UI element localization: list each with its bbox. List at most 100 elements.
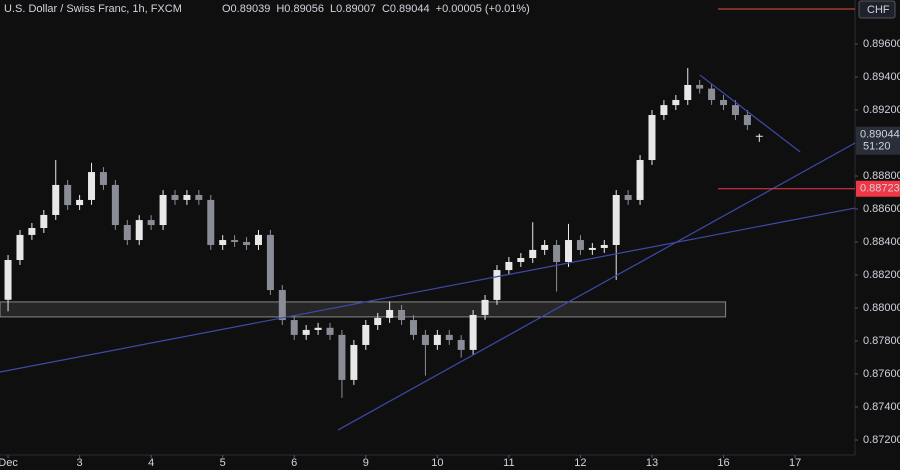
candle-body: [183, 195, 191, 200]
y-tick-label: 0.88800: [863, 170, 900, 182]
candle-body: [231, 240, 239, 243]
candle-body: [636, 160, 644, 200]
candle-body: [696, 84, 704, 89]
ohlc-value: C0.89044: [382, 3, 430, 15]
candle-body: [88, 172, 96, 200]
candle-body: [111, 184, 119, 226]
change-value: +0.00005 (+0.01%): [436, 3, 530, 15]
chart-title: U.S. Dollar / Swiss Franc, 1h, FXCM: [4, 3, 182, 15]
y-tick-label: 0.89600: [863, 38, 900, 50]
y-tick-label: 0.87800: [863, 335, 900, 347]
candle-body: [99, 172, 107, 185]
candle-body: [720, 99, 728, 106]
candle-body: [4, 260, 12, 300]
ohlc-value: L0.89007: [330, 3, 376, 15]
candle-body: [731, 105, 739, 115]
candle-body: [541, 244, 549, 250]
candle-body: [195, 195, 203, 200]
y-tick-label: 0.88400: [863, 236, 900, 248]
ohlc-value: H0.89056: [276, 3, 324, 15]
compare-box: [858, 0, 896, 19]
price-label-box: [856, 126, 900, 155]
y-tick-label: 0.87600: [863, 368, 900, 380]
candle-body: [409, 320, 417, 335]
candle-body: [362, 325, 370, 345]
candle-body: [207, 199, 215, 245]
candle-body: [445, 334, 453, 341]
trendline: [699, 74, 801, 153]
y-tick-label: 0.87400: [863, 401, 900, 413]
candle-body: [290, 320, 298, 335]
candle-body: [314, 327, 322, 330]
price-label: 0.89044: [860, 129, 900, 141]
candle-body: [302, 329, 310, 335]
candle-body: [386, 309, 394, 318]
candle-body: [517, 258, 525, 262]
candle-body: [660, 105, 668, 115]
candle-body: [588, 247, 596, 250]
x-tick-label: 6: [291, 457, 297, 469]
candle-body: [243, 242, 251, 245]
x-tick-label: 10: [431, 457, 443, 469]
candle-body: [529, 249, 537, 259]
candle-body: [624, 195, 632, 200]
ohlc-value: O0.89039: [222, 3, 270, 15]
candle-body: [421, 334, 429, 345]
y-tick-label: 0.88200: [863, 269, 900, 281]
candle-body: [469, 314, 477, 350]
x-tick-label: 13: [646, 457, 658, 469]
candle-body: [755, 135, 763, 137]
candle-body: [219, 240, 227, 245]
x-tick-label: 17: [789, 457, 801, 469]
alert-label-box: [856, 180, 900, 197]
candle-body: [684, 84, 692, 100]
y-tick-label: 0.87200: [863, 434, 900, 446]
candle-body: [278, 290, 286, 321]
candle-body: [493, 270, 501, 300]
trendline: [337, 142, 856, 431]
candle-body: [374, 317, 382, 325]
y-tick-label: 0.89400: [863, 71, 900, 83]
y-tick-label: 0.89200: [863, 104, 900, 116]
candle-body: [350, 344, 358, 380]
x-tick-label: 12: [574, 457, 586, 469]
candle-body: [147, 220, 155, 226]
candle-body: [135, 220, 143, 241]
candle-body: [40, 214, 48, 228]
candle-body: [565, 240, 573, 262]
y-tick-label: 0.88600: [863, 203, 900, 215]
compare-label: CHF: [867, 4, 890, 16]
candle-body: [254, 234, 262, 245]
candle-body: [52, 184, 60, 215]
candle-body: [481, 299, 489, 315]
candle-body: [326, 327, 334, 335]
countdown: 51:20: [863, 141, 891, 153]
candle-body: [76, 199, 84, 206]
candle-body: [612, 195, 620, 245]
x-tick-label: 16: [717, 457, 729, 469]
x-tick-label: 5: [220, 457, 226, 469]
alert-label: 0.88723: [860, 183, 900, 195]
trendline: [0, 207, 856, 373]
candle-body: [64, 184, 72, 206]
candle-body: [672, 99, 680, 106]
candle-body: [28, 227, 36, 235]
candle-body: [171, 195, 179, 200]
x-tick-label: 9: [363, 457, 369, 469]
candle-body: [708, 88, 716, 100]
x-tick-label: 11: [503, 457, 514, 469]
candle-body: [457, 340, 465, 350]
candle-body: [553, 244, 561, 262]
candle-body: [505, 261, 513, 271]
zone: [0, 301, 727, 318]
candle-body: [266, 234, 274, 291]
candle-body: [123, 225, 131, 241]
candle-body: [433, 334, 441, 345]
candle-body: [16, 234, 24, 260]
candle-body: [743, 114, 751, 126]
candle-body: [648, 114, 656, 161]
y-tick-label: 0.88000: [863, 302, 900, 314]
candle-body: [398, 309, 406, 321]
